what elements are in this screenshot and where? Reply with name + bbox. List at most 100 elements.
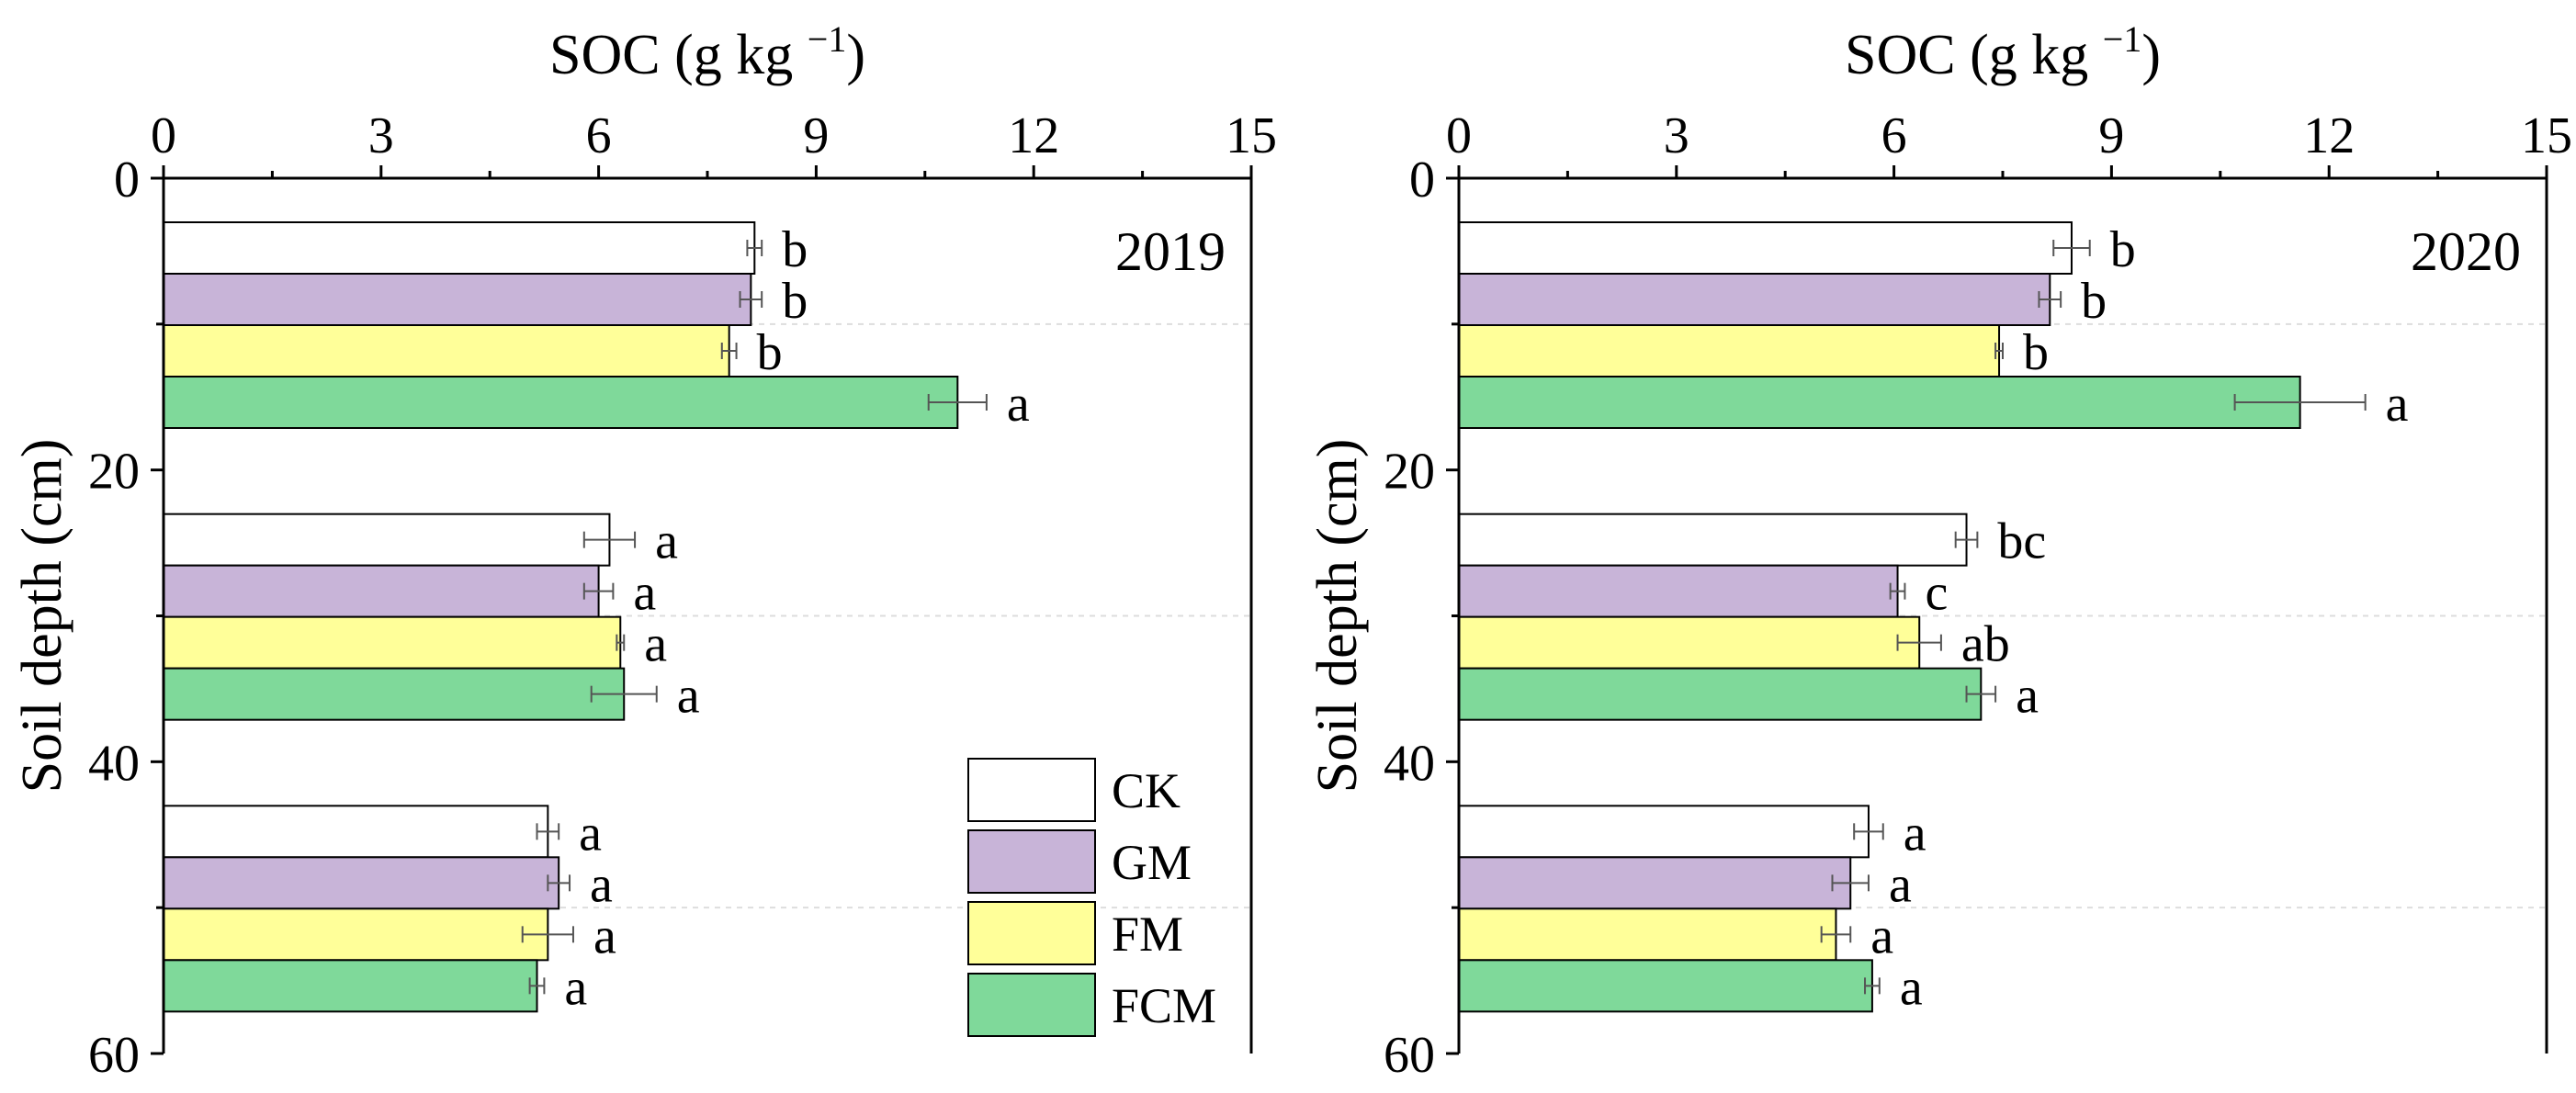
significance-label: a bbox=[633, 565, 656, 622]
significance-label: b bbox=[757, 324, 783, 381]
significance-label: c bbox=[1925, 565, 1948, 622]
significance-label: a bbox=[1900, 959, 1923, 1016]
error-bar-FCM-40-60 bbox=[528, 977, 546, 995]
bar-CK-0-20 bbox=[1458, 221, 2073, 275]
legend-label-fcm: FCM bbox=[1112, 978, 1216, 1033]
legend: CK GM FM FCM bbox=[967, 758, 1216, 1037]
y-tick-label: 0 bbox=[1409, 152, 1435, 208]
significance-label: a bbox=[590, 856, 613, 913]
legend-swatch-ck bbox=[967, 758, 1096, 822]
y-tick-label: 60 bbox=[88, 1027, 140, 1084]
significance-label: ab bbox=[1961, 616, 2010, 673]
x-tick-label: 3 bbox=[368, 107, 394, 164]
bar-FCM-20-40 bbox=[163, 667, 626, 721]
panel-year-label: 2020 bbox=[2411, 221, 2521, 282]
x-tick-label: 0 bbox=[1446, 107, 1472, 164]
error-bar-GM-20-40 bbox=[1889, 582, 1906, 600]
bar-FM-40-60 bbox=[1458, 907, 1837, 962]
error-bar-CK-20-40 bbox=[582, 531, 637, 548]
significance-label: a bbox=[593, 907, 616, 964]
y-tick-label: 0 bbox=[114, 152, 140, 208]
x-axis-title-superscript: −1 bbox=[808, 18, 847, 60]
bar-CK-20-40 bbox=[1458, 513, 1968, 567]
error-bar-FM-0-20 bbox=[1994, 343, 2004, 359]
legend-swatch-gm bbox=[967, 829, 1096, 894]
bar-GM-20-40 bbox=[163, 564, 600, 618]
bar-FCM-20-40 bbox=[1458, 667, 1983, 721]
bar-FM-0-20 bbox=[1458, 324, 2001, 377]
bar-FM-20-40 bbox=[1458, 615, 1921, 670]
x-axis-title-superscript: −1 bbox=[2103, 18, 2142, 60]
error-bar-FCM-40-60 bbox=[1864, 977, 1881, 995]
bar-FCM-0-20 bbox=[1458, 376, 2301, 429]
bar-CK-0-20 bbox=[163, 221, 756, 275]
bar-CK-40-60 bbox=[1458, 805, 1870, 859]
significance-label: b bbox=[782, 273, 808, 330]
bar-GM-0-20 bbox=[163, 273, 752, 326]
error-bar-GM-40-60 bbox=[547, 874, 571, 892]
error-bar-FM-40-60 bbox=[521, 926, 574, 943]
error-bar-FM-0-20 bbox=[720, 343, 738, 359]
error-bar-GM-0-20 bbox=[739, 291, 763, 308]
legend-swatch-fcm bbox=[967, 973, 1096, 1037]
bar-CK-40-60 bbox=[163, 805, 549, 859]
significance-label: b bbox=[782, 221, 808, 278]
y-tick-label: 60 bbox=[1384, 1027, 1435, 1084]
error-bar-FM-20-40 bbox=[616, 634, 626, 651]
significance-label: a bbox=[579, 805, 602, 862]
bar-FM-20-40 bbox=[163, 615, 622, 670]
y-axis-title: Soil depth (cm) bbox=[1306, 439, 1369, 794]
error-bar-CK-0-20 bbox=[2052, 240, 2091, 256]
x-tick-label: 12 bbox=[2303, 107, 2355, 164]
significance-label: b bbox=[2081, 273, 2107, 330]
bar-GM-20-40 bbox=[1458, 564, 1899, 618]
significance-label: a bbox=[1904, 805, 1926, 862]
x-tick-label: 0 bbox=[151, 107, 176, 164]
significance-label: bc bbox=[1997, 513, 2046, 570]
significance-label: a bbox=[655, 513, 678, 570]
error-bar-CK-20-40 bbox=[1954, 531, 1979, 548]
legend-label-ck: CK bbox=[1112, 763, 1181, 818]
significance-label: a bbox=[1889, 856, 1912, 913]
bar-FCM-40-60 bbox=[1458, 959, 1873, 1013]
x-axis-title-main: SOC (g kg bbox=[549, 24, 808, 86]
bar-FM-0-20 bbox=[163, 324, 730, 377]
significance-label: a bbox=[1870, 907, 1893, 964]
significance-label: a bbox=[2386, 376, 2409, 433]
bar-FCM-0-20 bbox=[163, 376, 959, 429]
x-axis-title-end: ) bbox=[846, 24, 865, 86]
error-bar-GM-0-20 bbox=[2038, 291, 2062, 308]
x-tick-label: 3 bbox=[1664, 107, 1689, 164]
legend-swatch-fm bbox=[967, 901, 1096, 965]
bar-FCM-40-60 bbox=[163, 959, 538, 1013]
error-bar-GM-40-60 bbox=[1831, 874, 1870, 892]
x-tick-label: 15 bbox=[2521, 107, 2572, 164]
x-tick-label: 15 bbox=[1226, 107, 1277, 164]
error-bar-FCM-0-20 bbox=[2233, 394, 2367, 411]
error-bar-FCM-0-20 bbox=[927, 394, 988, 411]
significance-label: a bbox=[644, 616, 667, 673]
error-bar-CK-40-60 bbox=[536, 823, 560, 840]
bar-GM-0-20 bbox=[1458, 273, 2051, 326]
bar-CK-20-40 bbox=[163, 513, 611, 567]
x-tick-label: 9 bbox=[2098, 107, 2124, 164]
bar-FM-40-60 bbox=[163, 907, 549, 962]
y-tick-label: 40 bbox=[1384, 735, 1435, 792]
error-bar-GM-20-40 bbox=[582, 582, 615, 600]
bar-GM-40-60 bbox=[1458, 856, 1852, 910]
error-bar-FCM-20-40 bbox=[1965, 685, 1997, 703]
error-bar-FCM-20-40 bbox=[590, 685, 658, 703]
x-tick-label: 12 bbox=[1008, 107, 1059, 164]
y-tick-label: 20 bbox=[1384, 444, 1435, 501]
panel-year-label: 2019 bbox=[1115, 221, 1226, 282]
y-tick-label: 40 bbox=[88, 735, 140, 792]
x-axis-title: SOC (g kg −1) bbox=[549, 18, 865, 86]
x-axis-title-main: SOC (g kg bbox=[1845, 24, 2103, 86]
x-tick-label: 6 bbox=[586, 107, 612, 164]
y-axis-title: Soil depth (cm) bbox=[11, 439, 73, 794]
significance-label: a bbox=[677, 668, 700, 725]
significance-label: a bbox=[1007, 376, 1030, 433]
